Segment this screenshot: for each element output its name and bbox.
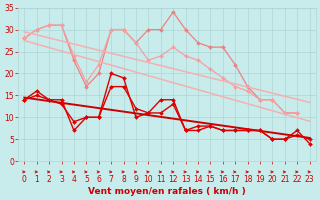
X-axis label: Vent moyen/en rafales ( km/h ): Vent moyen/en rafales ( km/h ) xyxy=(88,187,246,196)
